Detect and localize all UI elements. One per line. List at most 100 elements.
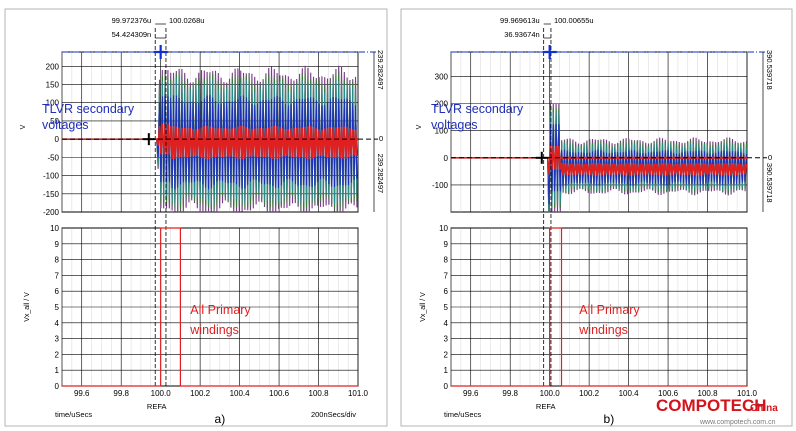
upper-y-tick-label: -200 <box>43 208 60 217</box>
logo-main: COMPOTECH <box>656 396 767 415</box>
right-top-label: 239.282497 <box>376 50 385 90</box>
lower-y-tick-label: 6 <box>444 287 449 296</box>
compotech-logo: COMPOTECH China www.compotech.com.cn <box>656 396 778 426</box>
cursor-left-label: 99.969613u <box>500 16 540 25</box>
upper-y-tick-label: 100 <box>46 99 60 108</box>
secondary-annotation-line2: voltages <box>431 118 478 132</box>
lower-y-tick-label: 0 <box>55 382 60 391</box>
lower-y-tick-label: 4 <box>444 319 449 328</box>
lower-y-tick-label: 8 <box>55 256 60 265</box>
secondary-trace-3 <box>451 112 747 212</box>
secondary-trace-5 <box>451 145 747 176</box>
upper-y-tick-label: 50 <box>50 117 59 126</box>
panel-label: b) <box>604 412 615 426</box>
primary-annotation-line2: windings <box>578 323 628 337</box>
cursor-right-label: 100.00655u <box>554 16 594 25</box>
secondary-trace-4 <box>451 124 747 205</box>
lower-y-tick-label: 9 <box>55 240 60 249</box>
upper-y-tick-label: 300 <box>435 73 449 82</box>
x-tick-label: 100.6 <box>658 389 679 398</box>
panel-frame <box>400 8 793 427</box>
lower-y-tick-label: 10 <box>439 224 448 233</box>
cursor-delta-label: 54.424309n <box>112 30 152 39</box>
lower-y-tick-label: 4 <box>55 319 60 328</box>
right-mid-label: 390.539718 <box>765 163 774 203</box>
lower-y-axis-label: Vx_all / V <box>420 292 427 322</box>
secondary-annotation-line2: voltages <box>42 118 89 132</box>
panel-a: 99.6 99.8 100.0 100.2 100.4 100.6 100.8 101.0 -2… <box>4 8 388 427</box>
secondary-trace-1 <box>451 103 747 212</box>
upper-y-tick-label: 200 <box>46 62 60 71</box>
secondary-trace-2 <box>451 107 747 212</box>
right-zero-label: 0 <box>379 134 383 143</box>
x-tick-label: 99.8 <box>113 389 129 398</box>
x-tick-label: 100.2 <box>190 389 211 398</box>
lower-y-tick-label: 2 <box>444 350 449 359</box>
x-tick-label: 100.6 <box>269 389 290 398</box>
lower-y-axis-label: Vx_all / V <box>24 292 31 322</box>
x-tick-label: 100.4 <box>230 389 251 398</box>
panel-label: a) <box>215 412 226 426</box>
lower-y-tick-label: 6 <box>55 287 60 296</box>
upper-y-tick-label: -150 <box>43 190 60 199</box>
x-footer-left: time/uSecs <box>55 410 92 419</box>
upper-y-axis-label: V <box>416 124 423 129</box>
x-tick-label: 99.6 <box>463 389 479 398</box>
lower-y-tick-label: 9 <box>444 240 449 249</box>
secondary-annotation-line1: TLVR secondary <box>431 102 524 116</box>
upper-y-axis-label: V <box>20 124 27 129</box>
right-top-label: 390.539718 <box>765 50 774 90</box>
primary-annotation-line1: All Primary <box>190 303 251 317</box>
lower-y-tick-label: 0 <box>444 382 449 391</box>
lower-y-tick-label: 2 <box>55 350 60 359</box>
ref-label: REFA <box>536 402 556 411</box>
logo-sub: China <box>750 403 778 414</box>
upper-y-tick-label: 200 <box>435 100 449 109</box>
cursor-delta-label: 36.93674n <box>504 30 539 39</box>
secondary-trace-5 <box>62 123 358 160</box>
upper-y-tick-label: -100 <box>43 172 60 181</box>
secondary-traces <box>62 65 358 212</box>
panel-b: 99.6 99.8 100.0 100.2 100.4 100.6 100.8 101.0 -1… <box>400 8 793 427</box>
ref-label: REFA <box>147 402 167 411</box>
upper-y-tick-label: -50 <box>47 153 59 162</box>
lower-y-tick-label: 3 <box>444 335 449 344</box>
x-tick-label: 100.4 <box>619 389 640 398</box>
x-tick-label: 100.8 <box>309 389 330 398</box>
lower-y-tick-label: 10 <box>50 224 59 233</box>
upper-y-tick-label: 0 <box>55 135 60 144</box>
primary-annotation-line2: windings <box>189 323 239 337</box>
lower-y-tick-label: 5 <box>444 303 449 312</box>
upper-y-tick-label: 150 <box>46 81 60 90</box>
lower-y-tick-label: 7 <box>55 271 60 280</box>
lower-y-tick-label: 3 <box>55 335 60 344</box>
x-tick-label: 101.0 <box>737 389 758 398</box>
cursor-right-label: 100.0268u <box>169 16 204 25</box>
x-tick-label: 99.8 <box>502 389 518 398</box>
panel-frame <box>4 8 388 427</box>
x-tick-label: 100.0 <box>151 389 172 398</box>
right-zero-label: 0 <box>768 153 772 162</box>
lower-y-tick-label: 8 <box>444 256 449 265</box>
x-tick-label: 100.0 <box>540 389 561 398</box>
secondary-annotation-line1: TLVR secondary <box>42 102 135 116</box>
primary-annotation-line1: All Primary <box>579 303 640 317</box>
lower-y-tick-label: 5 <box>55 303 60 312</box>
x-footer-right: 200nSecs/div <box>311 410 356 419</box>
x-tick-label: 101.0 <box>348 389 369 398</box>
x-tick-label: 100.2 <box>579 389 600 398</box>
x-footer-left: time/uSecs <box>444 410 481 419</box>
primary-pulse-trace <box>451 227 747 387</box>
cursor-left-label: 99.972376u <box>112 16 152 25</box>
upper-y-tick-label: -100 <box>432 181 449 190</box>
logo-url: www.compotech.com.cn <box>699 419 776 426</box>
upper-y-tick-label: 0 <box>444 154 449 163</box>
x-tick-label: 100.8 <box>698 389 719 398</box>
x-tick-label: 99.6 <box>74 389 90 398</box>
upper-y-tick-label: 100 <box>435 127 449 136</box>
right-mid-label: 239.282497 <box>376 154 385 194</box>
lower-y-tick-label: 1 <box>55 366 60 375</box>
primary-pulse-trace <box>62 227 358 387</box>
lower-y-tick-label: 1 <box>444 366 449 375</box>
